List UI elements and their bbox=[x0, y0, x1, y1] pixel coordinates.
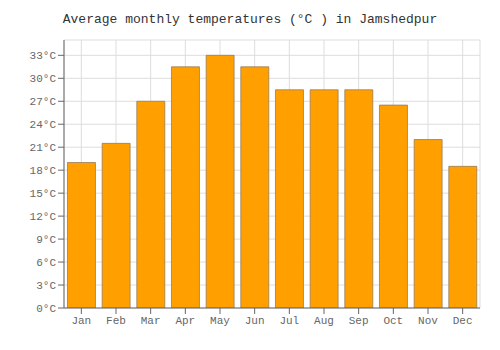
svg-text:Nov: Nov bbox=[418, 315, 438, 327]
svg-text:30°C: 30°C bbox=[30, 73, 57, 85]
svg-text:33°C: 33°C bbox=[30, 50, 57, 62]
svg-text:Mar: Mar bbox=[141, 315, 161, 327]
svg-text:27°C: 27°C bbox=[30, 96, 57, 108]
svg-text:15°C: 15°C bbox=[30, 188, 57, 200]
svg-text:May: May bbox=[210, 315, 230, 327]
svg-text:18°C: 18°C bbox=[30, 165, 57, 177]
svg-text:21°C: 21°C bbox=[30, 142, 57, 154]
svg-text:Dec: Dec bbox=[453, 315, 473, 327]
svg-text:24°C: 24°C bbox=[30, 119, 57, 131]
svg-text:6°C: 6°C bbox=[36, 257, 56, 269]
svg-text:9°C: 9°C bbox=[36, 234, 56, 246]
svg-text:Feb: Feb bbox=[106, 315, 126, 327]
svg-text:12°C: 12°C bbox=[30, 211, 57, 223]
svg-text:0°C: 0°C bbox=[36, 303, 56, 315]
svg-text:Apr: Apr bbox=[175, 315, 195, 327]
svg-text:3°C: 3°C bbox=[36, 280, 56, 292]
svg-text:Aug: Aug bbox=[314, 315, 334, 327]
svg-text:Oct: Oct bbox=[383, 315, 403, 327]
svg-text:Sep: Sep bbox=[349, 315, 369, 327]
svg-text:Jan: Jan bbox=[71, 315, 91, 327]
svg-text:Jun: Jun bbox=[245, 315, 265, 327]
html-text:Average monthly temperatures (: Average monthly temperatures (°C ) in Ja… bbox=[62, 12, 438, 27]
svg-text:Jul: Jul bbox=[279, 315, 299, 327]
